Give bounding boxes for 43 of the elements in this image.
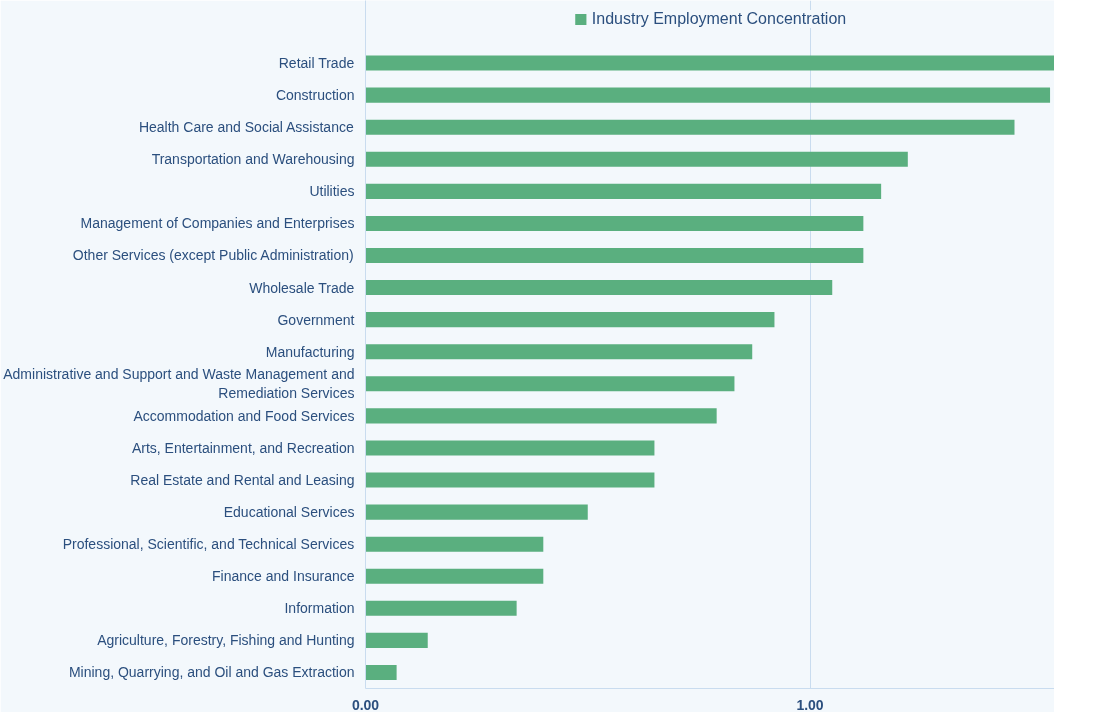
bar — [365, 215, 864, 231]
y-tick-label: Manufacturing — [265, 343, 355, 360]
x-tick-label: 0.00 — [351, 696, 380, 713]
y-tick-label: Mining, Quarrying, and Oil and Gas Extraction — [68, 664, 355, 681]
y-tick-label: Professional, Scientific, and Technical Services — [62, 536, 355, 553]
y-tick-label: Health Care and Social Assistance — [138, 119, 354, 136]
y-tick-label: Management of Companies and Enterprises — [80, 215, 355, 232]
legend-label: Industry Employment Concentration — [591, 10, 847, 28]
y-tick-label: Construction — [275, 87, 355, 104]
y-tick-label: Transportation and Warehousing — [151, 151, 355, 168]
bar — [365, 280, 833, 296]
y-tick-label: Accommodation and Food Services — [133, 407, 355, 424]
bar — [365, 568, 544, 584]
y-tick-label: Utilities — [309, 183, 355, 200]
bar — [365, 151, 908, 167]
y-tick-label: Government — [277, 311, 355, 328]
bar — [365, 632, 428, 648]
y-tick-label: Information — [284, 600, 355, 617]
bar — [365, 408, 717, 424]
bar — [365, 312, 775, 328]
bar — [365, 119, 1015, 135]
bar — [365, 87, 1051, 103]
bar — [365, 440, 655, 456]
bar — [365, 536, 544, 552]
bar — [365, 504, 588, 520]
y-tick-label: Wholesale Trade — [249, 279, 355, 296]
y-tick-label: Other Services (except Public Administration) — [72, 247, 354, 264]
bar — [365, 55, 1054, 71]
y-tick-label: Arts, Entertainment, and Recreation — [131, 439, 355, 456]
y-tick-label: Finance and Insurance — [212, 568, 355, 585]
y-tick-label: Retail Trade — [278, 55, 355, 72]
y-tick-label: Real Estate and Rental and Leasing — [130, 472, 355, 489]
bar — [365, 344, 753, 360]
bar — [365, 600, 517, 616]
y-tick-label: Agriculture, Forestry, Fishing and Hunting — [97, 632, 355, 649]
bar — [365, 183, 882, 199]
bar — [365, 664, 397, 680]
y-tick-label: Educational Services — [223, 504, 355, 521]
bar — [365, 472, 655, 488]
y-tick-label: Administrative and Support and Waste Management and Remediation Services — [3, 366, 355, 402]
x-tick-label: 1.00 — [796, 696, 824, 713]
bar — [365, 376, 735, 392]
bar — [365, 247, 864, 264]
